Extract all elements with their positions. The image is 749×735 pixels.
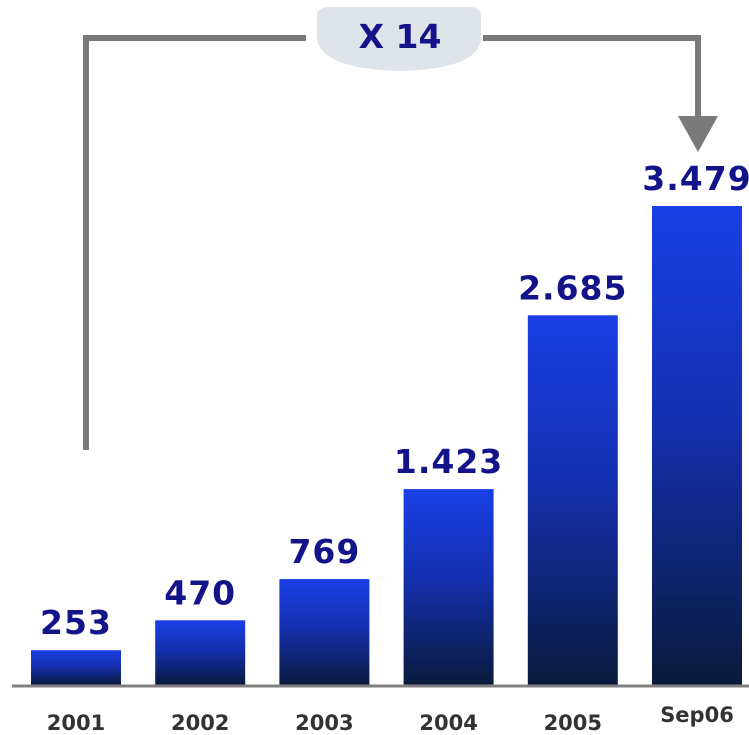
tick-label-2002: 2002: [171, 711, 229, 735]
value-labels-group: 253 470 769 1.423 2.685 3.479: [40, 159, 749, 642]
x-axis-tick-labels: 2001 2002 2003 2004 2005 Sep06: [47, 703, 734, 735]
value-label-2003: 769: [288, 532, 360, 571]
bar-2003: [279, 579, 370, 685]
annotation-text: X 14: [359, 17, 442, 56]
bar-sep06: [652, 206, 742, 685]
tick-label-2005: 2005: [544, 711, 602, 735]
bar-2002: [155, 620, 246, 685]
tick-label-2004: 2004: [419, 711, 477, 735]
tick-label-2003: 2003: [295, 711, 353, 735]
growth-bracket-line: [83, 35, 701, 450]
annotation-badge: [315, 5, 483, 74]
bar-2001: [31, 650, 121, 685]
value-label-2001: 253: [40, 603, 112, 642]
value-label-2002: 470: [164, 573, 236, 612]
value-label-2005: 2.685: [518, 268, 627, 307]
bar-2005: [527, 315, 618, 685]
bar-2004: [403, 489, 494, 685]
tick-label-2001: 2001: [47, 711, 105, 735]
tick-label-sep06: Sep06: [660, 703, 734, 727]
value-label-2004: 1.423: [394, 442, 503, 481]
growth-bracket: X 14: [83, 5, 718, 450]
arrow-down-icon: [678, 116, 718, 152]
value-label-sep06: 3.479: [642, 159, 749, 198]
bars-group: [31, 206, 742, 685]
